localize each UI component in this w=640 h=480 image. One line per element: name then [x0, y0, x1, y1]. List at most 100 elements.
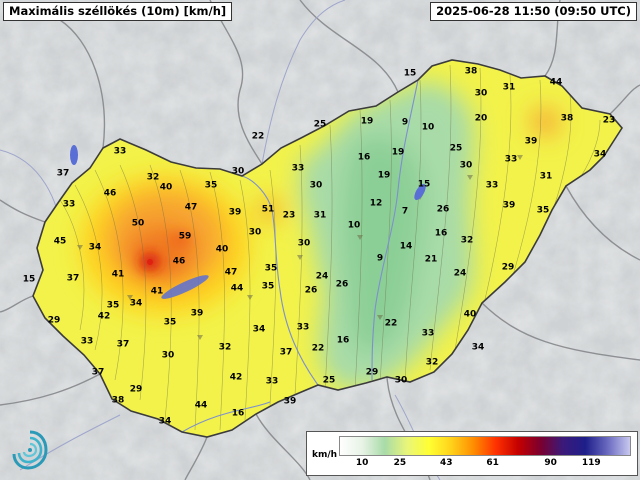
neusiedl-lake — [70, 145, 78, 165]
station-value: 41 — [112, 270, 125, 280]
station-value: 30 — [249, 228, 262, 238]
station-value: 39 — [229, 208, 242, 218]
station-value: 40 — [216, 245, 229, 255]
station-value: 25 — [450, 144, 463, 154]
station-value: 31 — [314, 211, 327, 221]
station-value: 16 — [337, 336, 350, 346]
station-value: 20 — [475, 114, 488, 124]
station-value: 25 — [323, 376, 336, 386]
station-value: 35 — [262, 282, 275, 292]
station-value: 51 — [262, 205, 275, 215]
station-value: 19 — [378, 171, 391, 181]
station-value: 15 — [418, 180, 431, 190]
station-value: 37 — [67, 274, 80, 284]
lake-tisza — [414, 183, 426, 201]
station-value: 45 — [54, 237, 67, 247]
station-value: 31 — [503, 83, 516, 93]
station-value: 14 — [400, 242, 413, 252]
station-value: 32 — [147, 173, 160, 183]
station-value: 42 — [230, 373, 243, 383]
station-value: 37 — [117, 340, 130, 350]
station-value: 9 — [377, 254, 383, 264]
legend-tick: 10 — [355, 458, 369, 468]
station-value: 37 — [280, 348, 293, 358]
legend-tick: 61 — [486, 458, 499, 468]
station-value: 40 — [160, 183, 173, 193]
station-value: 33 — [486, 181, 499, 191]
station-value: 32 — [219, 343, 232, 353]
station-value: 26 — [305, 286, 318, 296]
station-value: 33 — [297, 323, 310, 333]
station-value: 34 — [130, 299, 143, 309]
station-value: 23 — [283, 211, 296, 221]
wind-streamlines — [59, 64, 601, 431]
station-value: 26 — [336, 280, 349, 290]
color-legend: km/h 10 25 43 61 90 119 — [306, 431, 638, 476]
station-value: 44 — [231, 284, 244, 294]
station-value: 33 — [505, 155, 518, 165]
map-timestamp: 2025-06-28 11:50 (09:50 UTC) — [430, 2, 637, 21]
station-value: 19 — [361, 117, 374, 127]
station-value: 41 — [151, 287, 164, 297]
station-value: 34 — [159, 417, 172, 427]
station-value: 30 — [460, 161, 473, 171]
station-value: 29 — [48, 316, 61, 326]
station-value: 44 — [195, 401, 208, 411]
station-value: 50 — [132, 219, 145, 229]
station-value: 39 — [503, 201, 516, 211]
station-value: 35 — [537, 206, 550, 216]
station-value: 34 — [89, 243, 102, 253]
station-value: 39 — [284, 397, 297, 407]
legend-tick: 90 — [544, 458, 557, 468]
station-value: 44 — [550, 78, 563, 88]
station-value: 37 — [57, 169, 70, 179]
station-value: 16 — [435, 229, 448, 239]
station-value: 33 — [266, 377, 279, 387]
station-value: 10 — [348, 221, 361, 231]
station-value: 26 — [437, 205, 450, 215]
station-value: 46 — [173, 257, 186, 267]
station-value: 30 — [395, 376, 408, 386]
gust-peak-spot — [147, 259, 153, 265]
station-value: 33 — [63, 200, 76, 210]
station-value: 32 — [426, 358, 439, 368]
station-value: 37 — [92, 368, 105, 378]
hungary-border — [32, 59, 623, 438]
station-value: 25 — [314, 120, 327, 130]
station-value: 33 — [292, 164, 305, 174]
station-value: 22 — [252, 132, 265, 142]
station-value: 34 — [253, 325, 266, 335]
station-value: 30 — [298, 239, 311, 249]
station-value: 32 — [461, 236, 474, 246]
station-value: 10 — [422, 123, 435, 133]
streamline-arrows — [77, 155, 523, 340]
station-value: 46 — [104, 189, 117, 199]
station-value: 40 — [464, 310, 477, 320]
station-value: 30 — [232, 167, 245, 177]
legend-unit: km/h — [312, 450, 338, 460]
map-title: Maximális széllökés (10m) [km/h] — [3, 2, 233, 21]
station-value: 30 — [162, 351, 175, 361]
station-value: 16 — [232, 409, 245, 419]
station-value: 31 — [540, 172, 553, 182]
station-value: 35 — [164, 318, 177, 328]
station-value: 21 — [425, 255, 438, 265]
station-value: 23 — [603, 116, 616, 126]
station-value: 15 — [404, 69, 417, 79]
station-value: 16 — [358, 153, 371, 163]
station-value: 7 — [402, 207, 408, 217]
station-value: 12 — [370, 199, 383, 209]
station-value: 29 — [502, 263, 515, 273]
station-value: 30 — [475, 89, 488, 99]
station-value: 9 — [402, 118, 408, 128]
station-value: 35 — [205, 181, 218, 191]
swirl-logo-icon — [12, 430, 48, 470]
station-value: 34 — [472, 343, 485, 353]
station-value: 19 — [392, 148, 405, 158]
station-value: 38 — [112, 396, 125, 406]
station-value: 15 — [23, 275, 36, 285]
station-value: 29 — [366, 368, 379, 378]
legend-tick: 43 — [440, 458, 453, 468]
